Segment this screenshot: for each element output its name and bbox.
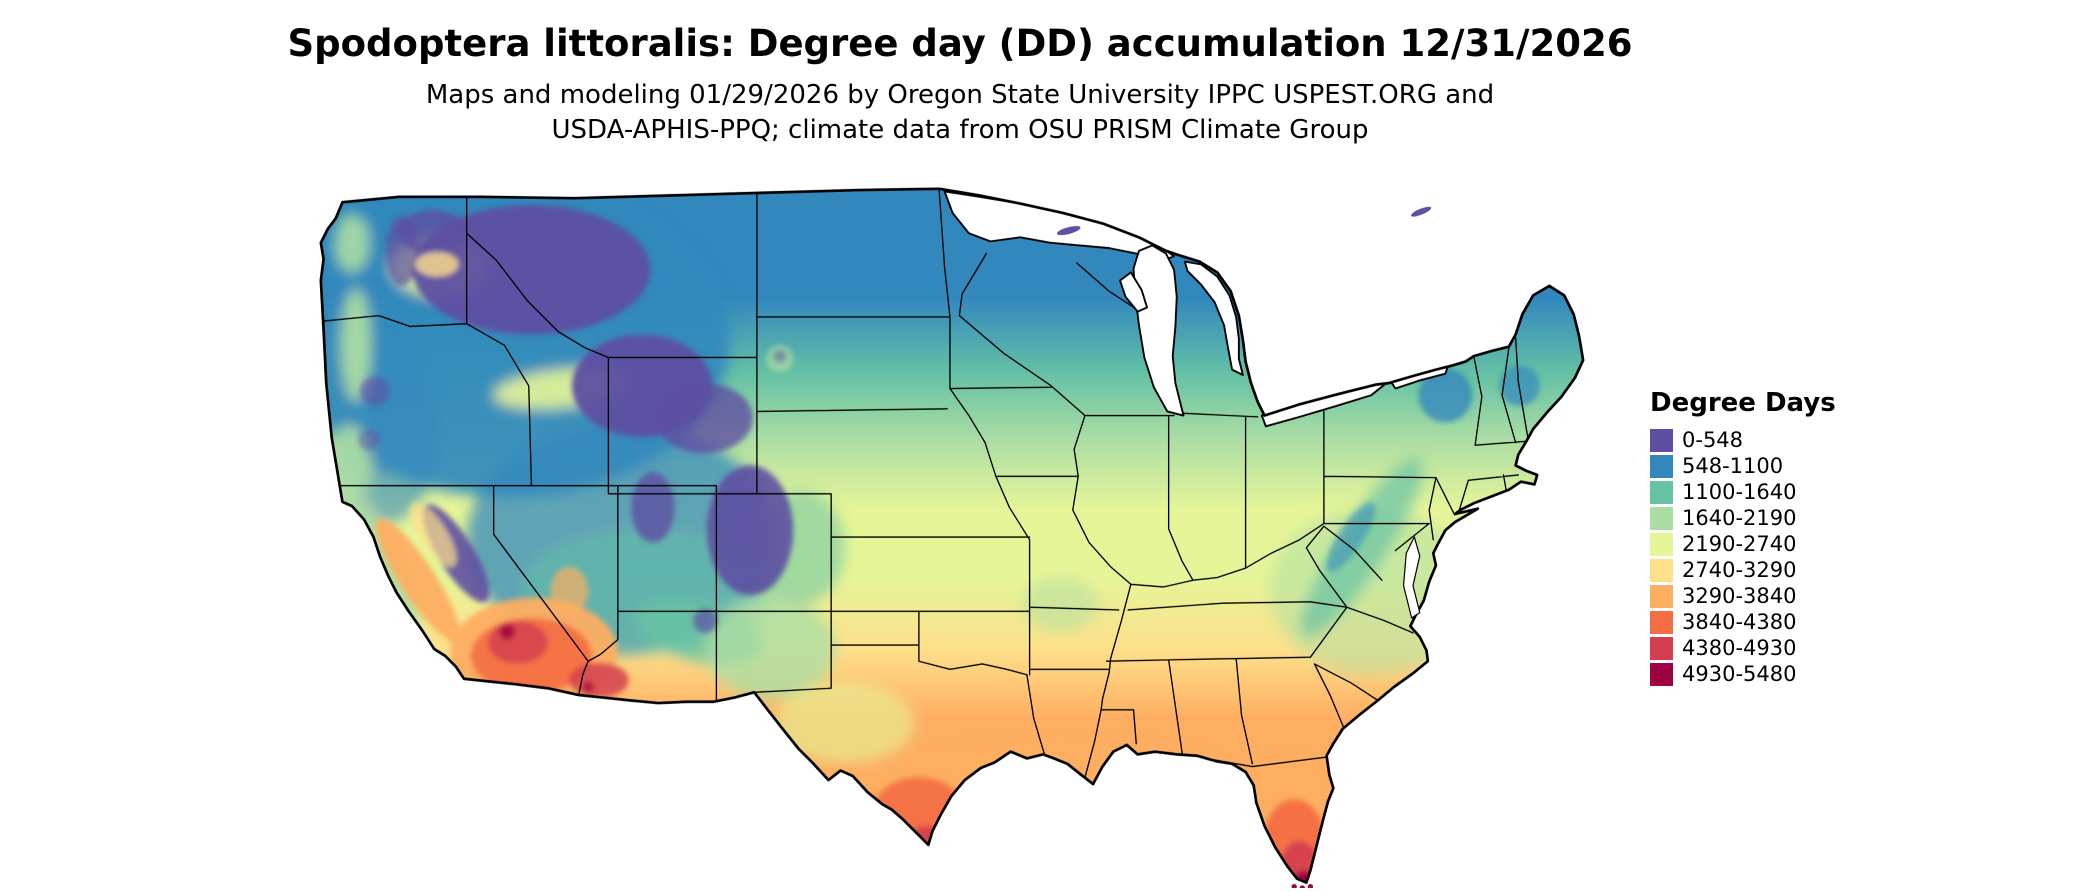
legend: Degree Days 0-548 548-1100 1100-1640 164… [1650,388,1836,687]
legend-item-label: 2740-3290 [1682,558,1797,582]
legend-item: 2740-3290 [1650,557,1836,583]
legend-item: 1100-1640 [1650,479,1836,505]
legend-item-label: 1100-1640 [1682,480,1797,504]
map-subtitle: Maps and modeling 01/29/2026 by Oregon S… [0,78,1920,148]
state-borders [322,189,1529,778]
subtitle-line-1: Maps and modeling 01/29/2026 by Oregon S… [425,80,1495,110]
legend-item-label: 4930-5480 [1682,662,1797,686]
green-bay [1119,271,1148,313]
chesapeake-bay [1402,536,1421,619]
legend-item: 3840-4380 [1650,609,1836,635]
legend-swatch [1650,506,1673,530]
legend-item: 0-548 [1650,427,1836,453]
lake-michigan [1132,244,1185,417]
lake-huron [1183,260,1244,376]
legend-item-label: 0-548 [1682,428,1744,452]
legend-swatch [1650,532,1673,556]
legend-item-label: 3840-4380 [1682,610,1797,634]
legend-item: 3290-3840 [1650,583,1836,609]
legend-item: 2190-2740 [1650,531,1836,557]
legend-item: 4930-5480 [1650,661,1836,687]
map-raster-fill [320,188,1584,883]
map-specks [1056,206,1432,888]
legend-item-label: 1640-2190 [1682,506,1797,530]
map-title: Spodoptera littoralis: Degree day (DD) a… [287,22,1633,65]
legend-swatch [1650,558,1673,582]
legend-swatch [1650,610,1673,634]
legend-items: 0-548 548-1100 1100-1640 1640-2190 2190-… [1650,427,1836,687]
us-degree-day-map [319,187,1585,888]
legend-swatch [1650,454,1673,478]
legend-item: 548-1100 [1650,453,1836,479]
header: Spodoptera littoralis: Degree day (DD) a… [0,22,1920,148]
legend-swatch [1650,480,1673,504]
legend-item: 4380-4930 [1650,635,1836,661]
legend-title: Degree Days [1650,388,1836,418]
legend-item: 1640-2190 [1650,505,1836,531]
legend-item-label: 548-1100 [1682,454,1784,478]
legend-item-label: 3290-3840 [1682,584,1797,608]
us-map-container [304,186,1608,888]
legend-swatch [1650,662,1673,686]
legend-swatch [1650,584,1673,608]
legend-item-label: 4380-4930 [1682,636,1797,660]
subtitle-line-2: USDA-APHIS-PPQ; climate data from OSU PR… [551,115,1369,146]
legend-swatch [1650,428,1673,452]
legend-item-label: 2190-2740 [1682,532,1797,556]
legend-swatch [1650,636,1673,660]
